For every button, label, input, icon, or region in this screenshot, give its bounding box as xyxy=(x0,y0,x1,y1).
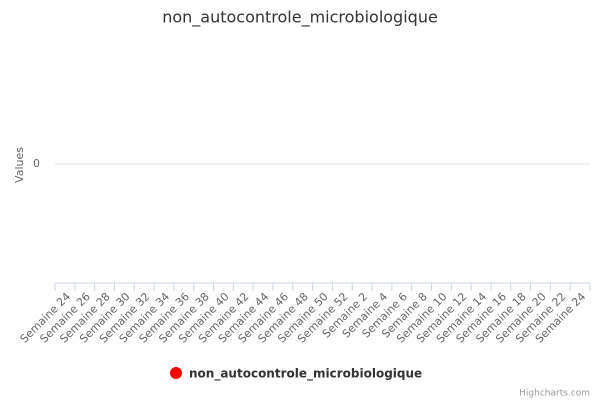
y-tick-label: 0 xyxy=(33,157,40,170)
chart-title: non_autocontrole_microbiologique xyxy=(162,8,438,28)
legend-label: non_autocontrole_microbiologique xyxy=(189,367,422,382)
legend-symbol xyxy=(170,367,182,379)
y-axis-label: Values xyxy=(13,147,26,183)
credit: Highcharts.com xyxy=(519,389,590,399)
